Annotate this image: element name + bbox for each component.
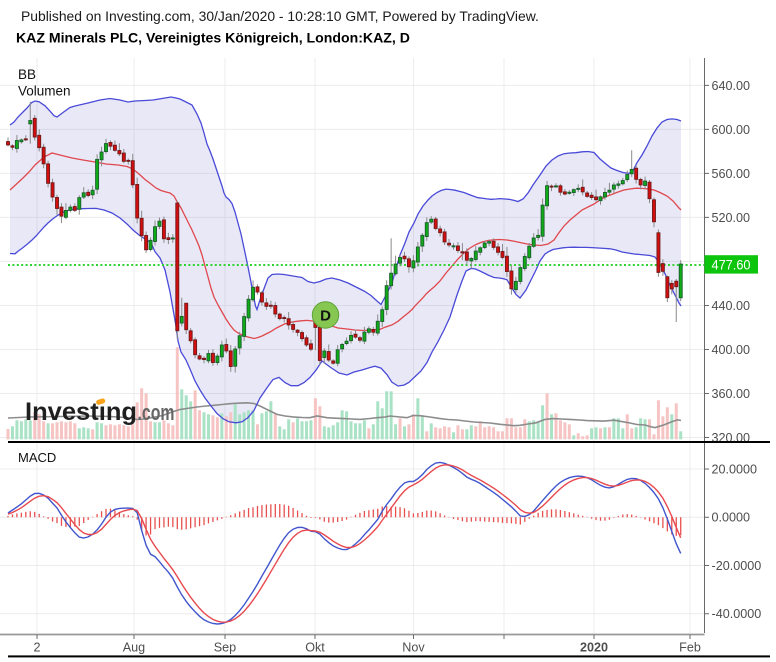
svg-text:Published on Investing.com, 30: Published on Investing.com, 30/Jan/2020 … (21, 8, 539, 24)
svg-text:-20.0000: -20.0000 (712, 559, 762, 573)
svg-text:477.60: 477.60 (712, 258, 751, 273)
svg-text:Volumen: Volumen (18, 84, 71, 99)
svg-text:Nov: Nov (402, 641, 425, 655)
svg-text:KAZ Minerals PLC, Vereinigtes: KAZ Minerals PLC, Vereinigtes Königreich… (16, 30, 410, 46)
svg-text:520.00: 520.00 (712, 211, 751, 225)
svg-text:D: D (320, 308, 331, 325)
svg-text:640.00: 640.00 (712, 79, 751, 93)
svg-text:20.0000: 20.0000 (712, 462, 758, 476)
svg-text:BB: BB (18, 67, 36, 82)
svg-text:Investıng: Investıng (25, 398, 137, 426)
svg-text:440.00: 440.00 (712, 299, 751, 313)
svg-text:600.00: 600.00 (712, 123, 751, 137)
svg-text:Feb: Feb (679, 641, 701, 655)
svg-text:0.0000: 0.0000 (712, 511, 751, 525)
svg-text:-40.0000: -40.0000 (712, 607, 762, 621)
svg-text:2020: 2020 (580, 641, 608, 655)
svg-text:360.00: 360.00 (712, 387, 751, 401)
svg-text:.com: .com (138, 400, 175, 425)
svg-text:400.00: 400.00 (712, 343, 751, 357)
svg-text:Aug: Aug (123, 641, 145, 655)
svg-text:Sep: Sep (214, 641, 236, 655)
svg-text:2: 2 (33, 641, 40, 655)
svg-text:Okt: Okt (305, 641, 325, 655)
svg-text:MACD: MACD (18, 450, 56, 465)
svg-text:560.00: 560.00 (712, 167, 751, 181)
